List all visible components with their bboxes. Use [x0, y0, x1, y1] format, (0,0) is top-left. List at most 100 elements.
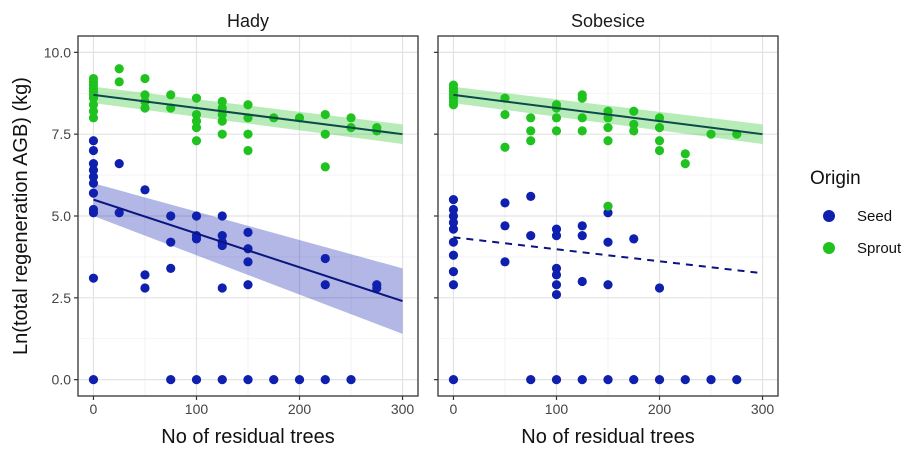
point-seed: [526, 231, 536, 241]
point-sprout: [654, 145, 665, 156]
y-tick-label: 5.0: [52, 208, 72, 224]
point-seed: [114, 208, 124, 218]
point-sprout: [217, 96, 227, 107]
point-seed: [551, 289, 562, 300]
legend-sprout-label: Sprout: [857, 240, 902, 257]
point-seed: [551, 263, 562, 273]
point-sprout: [217, 116, 227, 126]
point-sprout: [577, 113, 587, 123]
point-seed: [88, 136, 99, 146]
point-sprout: [191, 136, 202, 146]
point-seed: [551, 224, 562, 234]
panel-strip-sobesice: [438, 5, 778, 34]
x-axis-label-hady: No of residual trees: [161, 426, 334, 448]
point-sprout: [629, 106, 639, 116]
point-seed: [88, 159, 99, 169]
series-sprout-points: [448, 80, 742, 211]
fit-line-sprout: [93, 93, 403, 136]
y-tick-label: 0.0: [52, 372, 72, 388]
point-seed: [603, 375, 613, 385]
point-seed: [526, 375, 536, 385]
point-sprout: [448, 80, 459, 90]
fit-line-seed: [93, 198, 403, 303]
point-sprout: [629, 119, 639, 129]
point-seed: [217, 211, 227, 221]
point-seed: [217, 375, 227, 385]
point-sprout: [88, 113, 99, 123]
point-sprout: [320, 129, 330, 139]
point-sprout: [191, 93, 202, 103]
point-seed: [551, 231, 562, 241]
panel-title-hady: Hady: [227, 11, 269, 31]
point-seed: [294, 375, 305, 385]
point-seed: [551, 375, 562, 385]
point-sprout: [191, 109, 202, 120]
panel-strip-hady: [78, 5, 418, 34]
point-sprout: [706, 129, 716, 139]
x-tick-label: 200: [288, 401, 312, 417]
legend-item-sprout: Sprout: [823, 240, 902, 257]
y-tick-label: 7.5: [52, 126, 72, 142]
point-seed: [448, 267, 459, 277]
point-seed: [269, 375, 279, 385]
point-sprout: [243, 145, 253, 156]
point-sprout: [217, 129, 227, 139]
fit-line-sprout: [453, 93, 763, 136]
point-sprout: [500, 142, 510, 152]
point-seed: [654, 283, 665, 293]
panel-sobesice: Sobesice 0 100 200 300 No of residual trees: [434, 5, 779, 448]
x-tick-label: 300: [391, 401, 415, 417]
point-sprout: [114, 64, 124, 74]
point-seed: [166, 211, 176, 221]
point-seed: [243, 227, 253, 237]
legend-item-seed: Seed: [823, 208, 892, 225]
y-tick-label: 2.5: [52, 290, 72, 306]
x-tick-label: 300: [751, 401, 775, 417]
point-seed: [577, 231, 587, 241]
point-seed: [191, 234, 202, 244]
legend-title: Origin: [810, 168, 861, 189]
point-sprout: [551, 126, 562, 136]
point-sprout: [191, 123, 202, 133]
point-seed: [603, 208, 613, 218]
point-seed: [448, 204, 459, 215]
point-seed: [320, 253, 330, 264]
point-seed: [320, 280, 330, 290]
point-seed: [166, 263, 176, 273]
point-sprout: [629, 126, 639, 136]
point-seed: [577, 276, 587, 287]
point-seed: [732, 375, 742, 385]
point-seed: [448, 237, 459, 247]
point-seed: [88, 273, 99, 283]
point-sprout: [140, 90, 150, 100]
point-seed: [577, 221, 587, 231]
point-sprout: [603, 123, 613, 133]
point-sprout: [88, 106, 99, 116]
point-seed: [448, 211, 459, 221]
point-seed: [551, 280, 562, 290]
x-tick-label: 0: [450, 401, 458, 417]
point-seed: [243, 257, 253, 267]
point-seed: [629, 375, 639, 385]
point-seed: [577, 375, 587, 385]
series-seed-points: [448, 191, 742, 385]
legend: Origin Seed Sprout: [810, 168, 902, 257]
point-sprout: [680, 149, 690, 159]
series-seed-points: [88, 136, 382, 385]
legend-sprout-marker: [823, 242, 835, 254]
point-sprout: [654, 136, 665, 146]
point-seed: [88, 188, 99, 198]
point-seed: [654, 375, 665, 385]
point-seed: [603, 280, 613, 290]
point-sprout: [191, 116, 202, 126]
point-seed: [88, 172, 99, 182]
point-seed: [500, 198, 510, 208]
point-sprout: [551, 113, 562, 123]
point-seed: [88, 375, 99, 385]
point-seed: [140, 270, 150, 280]
point-sprout: [500, 109, 510, 120]
point-sprout: [140, 73, 150, 84]
point-seed: [320, 375, 330, 385]
point-sprout: [243, 129, 253, 139]
